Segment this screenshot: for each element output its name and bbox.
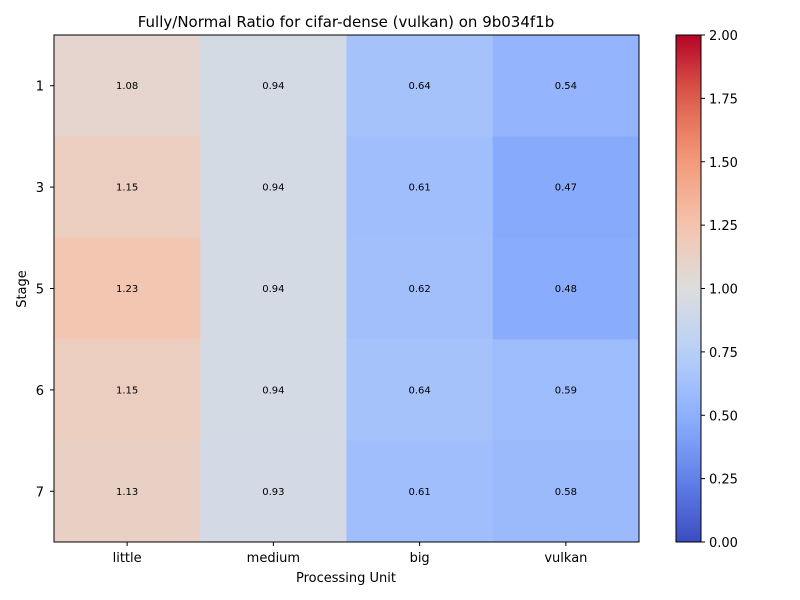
cell-value-label: 0.59 (555, 385, 577, 396)
heatmap-cell (54, 440, 201, 543)
cell-value-label: 0.94 (262, 385, 284, 396)
x-tick-label: big (410, 551, 430, 566)
cell-value-label: 0.64 (408, 81, 430, 92)
y-tick-label: 1 (36, 80, 44, 95)
heatmap-cell-labels: 1.08 0.94 0.64 0.54 1.15 0.94 0.61 0.47 1.23 0.94… (116, 81, 577, 498)
colorbar-tick-label: 0.25 (709, 473, 738, 488)
heatmap-cell (200, 339, 347, 442)
y-tick-label: 5 (36, 283, 44, 298)
heatmap-cell (54, 339, 201, 442)
cell-value-label: 0.93 (262, 487, 284, 498)
cell-value-label: 1.23 (116, 284, 138, 295)
y-tick-label: 3 (36, 181, 44, 196)
cell-value-label: 0.94 (262, 183, 284, 194)
y-axis-label: Stage (15, 270, 30, 308)
cell-value-label: 0.94 (262, 81, 284, 92)
heatmap-cell (492, 136, 640, 239)
heatmap-cell (492, 440, 640, 543)
colorbar-ticks: 0.00 0.25 0.50 0.75 1.00 1.25 1.50 1.75 2.00 (701, 29, 738, 551)
heatmap-cell (346, 440, 494, 543)
cell-value-label: 0.61 (408, 183, 430, 194)
colorbar-tick-label: 1.00 (709, 283, 738, 298)
cell-value-label: 1.15 (116, 183, 138, 194)
heatmap-cell (200, 35, 347, 137)
heatmap-cell (492, 35, 640, 137)
heatmap-cell (54, 35, 201, 137)
heatmap-cell (54, 237, 201, 340)
cell-value-label: 0.94 (262, 284, 284, 295)
x-axis-label: Processing Unit (296, 571, 396, 586)
y-tick-label: 6 (36, 384, 44, 399)
cell-value-label: 0.54 (555, 81, 577, 92)
heatmap-cells (54, 35, 640, 543)
heatmap-cell (200, 237, 347, 340)
colorbar-tick-label: 2.00 (709, 29, 738, 44)
heatmap-cell (492, 237, 640, 340)
colorbar-tick-label: 0.50 (709, 409, 738, 424)
heatmap-cell (346, 237, 494, 340)
cell-value-label: 1.13 (116, 487, 138, 498)
colorbar-tick-label: 0.75 (709, 346, 738, 361)
colorbar-tick-label: 1.75 (709, 92, 738, 107)
cell-value-label: 0.64 (408, 385, 430, 396)
cell-value-label: 0.48 (555, 284, 577, 295)
heatmap-cell (54, 136, 201, 239)
heatmap-cell (200, 440, 347, 543)
cell-value-label: 0.58 (555, 487, 577, 498)
colorbar (675, 34, 702, 543)
cell-value-label: 0.62 (408, 284, 430, 295)
y-axis-ticks: 1 3 5 6 7 (36, 80, 54, 500)
cell-value-label: 1.15 (116, 385, 138, 396)
cell-value-label: 0.61 (408, 487, 430, 498)
x-tick-label: medium (247, 551, 300, 566)
heatmap-cell (200, 136, 347, 239)
y-tick-label: 7 (36, 485, 44, 500)
heatmap-cell (492, 339, 640, 442)
heatmap-cell (346, 339, 494, 442)
colorbar-tick-label: 1.25 (709, 219, 738, 234)
colorbar-tick-label: 1.50 (709, 156, 738, 171)
heatmap-cell (346, 136, 494, 239)
heatmap-cell (346, 35, 494, 137)
x-tick-label: vulkan (544, 551, 587, 566)
x-axis-ticks: little medium big vulkan (113, 542, 587, 566)
colorbar-tick-label: 0.00 (709, 536, 738, 551)
x-tick-label: little (113, 551, 142, 566)
chart-title: Fully/Normal Ratio for cifar-dense (vulk… (138, 13, 555, 31)
cell-value-label: 0.47 (555, 183, 577, 194)
cell-value-label: 1.08 (116, 81, 138, 92)
